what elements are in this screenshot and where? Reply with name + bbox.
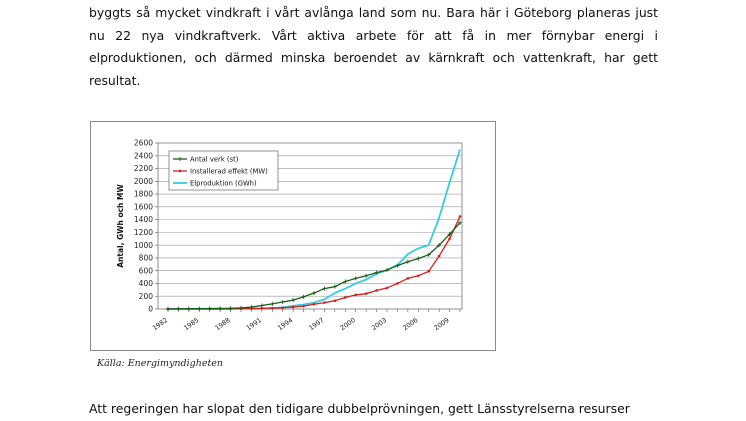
data-point — [249, 305, 254, 310]
data-point — [228, 306, 233, 311]
y-tick-label: 600 — [139, 266, 154, 275]
wind-power-chart: 0 200 400 600 800 1000 1200 1400 1600 1800 2000 220… — [116, 139, 463, 332]
legend-label: Elproduktion (GWh) — [190, 179, 257, 187]
data-point — [260, 307, 264, 310]
y-tick-label: 2400 — [134, 151, 153, 160]
data-point — [364, 292, 368, 295]
data-point — [186, 306, 191, 311]
data-point — [280, 299, 285, 304]
y-tick-label: 1600 — [134, 202, 153, 211]
data-point — [291, 298, 296, 303]
y-tick-label: 1200 — [134, 228, 153, 237]
data-point — [447, 232, 452, 237]
chart-frame: 0 200 400 600 800 1000 1200 1400 1600 1800 2000 220… — [90, 121, 496, 351]
y-tick-label: 1800 — [134, 190, 153, 199]
data-point — [207, 306, 212, 311]
data-point — [395, 263, 400, 268]
data-point — [270, 306, 274, 310]
data-point — [322, 286, 327, 291]
legend-label: Antal verk (st) — [190, 155, 239, 163]
data-point — [301, 294, 306, 299]
paragraph-top: byggts så mycket vindkraft i vårt avlång… — [89, 5, 658, 88]
figure-caption: Källa: Energimyndigheten — [97, 358, 224, 369]
data-point — [176, 306, 181, 311]
data-point — [364, 273, 369, 278]
data-point — [323, 301, 326, 304]
data-point — [406, 277, 410, 280]
data-point — [448, 237, 451, 241]
data-point — [332, 284, 337, 289]
data-point — [353, 276, 358, 281]
x-tick-label: 1994 — [276, 316, 294, 332]
data-point — [385, 268, 389, 273]
data-point — [343, 296, 347, 299]
legend-marker — [178, 169, 182, 173]
data-point — [259, 303, 264, 308]
x-tick-label: 1988 — [214, 316, 232, 332]
data-point — [437, 243, 442, 248]
y-tick-label: 800 — [139, 254, 154, 263]
legend-box — [168, 150, 279, 191]
x-tick-label: 2000 — [339, 316, 357, 332]
data-point — [374, 270, 379, 275]
data-point — [239, 305, 243, 310]
x-tick-label: 2003 — [370, 316, 388, 332]
y-tick-label: 1400 — [134, 215, 153, 224]
y-tick-label: 1000 — [134, 241, 153, 250]
x-tick-label: 2009 — [433, 316, 451, 332]
data-point — [197, 306, 202, 311]
x-tick-label: 1991 — [245, 316, 263, 332]
y-tick-label: 0 — [148, 305, 153, 314]
data-point — [416, 256, 421, 261]
x-tick-label: 1982 — [151, 316, 169, 332]
legend-label: Installerad effekt (MW) — [190, 167, 268, 175]
data-point — [458, 220, 462, 225]
data-point — [270, 301, 275, 306]
y-tick-label: 2000 — [134, 177, 153, 186]
data-point — [291, 305, 295, 309]
data-point — [396, 282, 399, 285]
data-point — [416, 274, 420, 278]
data-point — [427, 270, 431, 273]
x-tick-label: 1985 — [182, 316, 200, 332]
series-layer — [166, 149, 462, 311]
data-point — [218, 306, 223, 311]
data-point — [375, 289, 378, 292]
y-tick-label: 2200 — [134, 164, 153, 173]
legend-marker — [178, 157, 182, 161]
y-tick-label: 400 — [139, 279, 154, 288]
data-point — [333, 299, 337, 302]
paragraph-bottom: Att regeringen har slopat den tidigare d… — [89, 401, 630, 416]
data-point — [385, 286, 389, 290]
data-point — [458, 215, 462, 218]
x-tick-label: 1997 — [307, 316, 325, 332]
y-axis-label: Antal, GWh och MW — [116, 184, 125, 268]
data-point — [312, 291, 316, 296]
x-tick-label: 2006 — [401, 316, 419, 332]
data-point — [354, 293, 358, 297]
data-point — [281, 306, 285, 310]
y-tick-label: 2600 — [134, 139, 153, 148]
data-point — [405, 259, 410, 264]
y-tick-label: 200 — [139, 292, 154, 301]
data-point — [343, 279, 348, 284]
data-point — [302, 304, 305, 308]
data-point — [166, 306, 170, 311]
data-point — [437, 254, 441, 258]
data-point — [426, 252, 431, 257]
chart-legend: Antal verk (st) Installerad effekt (MW) El… — [168, 150, 279, 191]
data-point — [312, 302, 316, 306]
